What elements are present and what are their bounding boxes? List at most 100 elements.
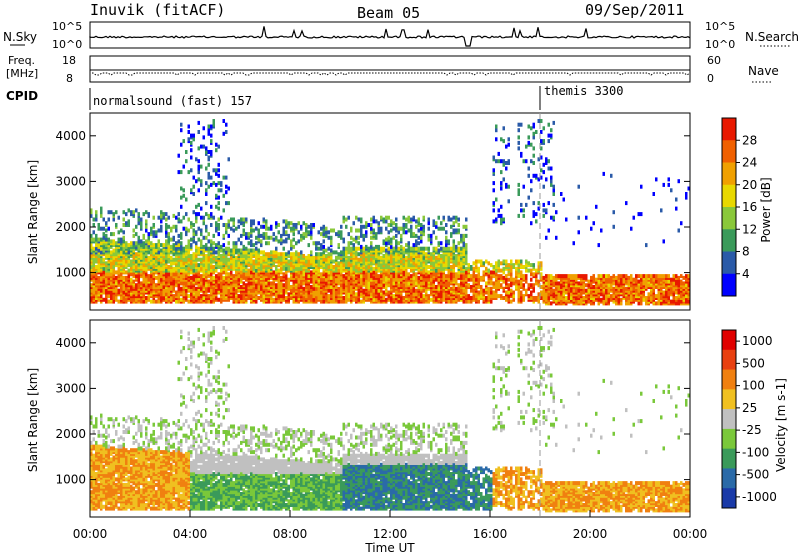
power-cell [172,294,175,299]
power-cell [320,296,323,300]
power-cell [187,170,190,175]
power-cell [170,268,173,273]
power-cell [392,257,395,262]
power-cell [507,290,510,295]
power-cell [420,230,423,235]
power-cell [437,286,440,291]
power-cell [260,233,263,238]
power-cell [182,188,185,193]
power-cell [367,290,370,295]
power-cell [455,228,458,233]
power-cell [152,215,155,220]
power-cell [305,274,308,279]
power-cell [162,243,165,248]
power-cell [377,244,380,249]
power-cell [127,246,130,251]
power-cell [232,241,235,246]
power-cell [307,254,310,258]
power-cell [312,223,315,227]
power-cell [240,221,243,226]
power-cell [525,279,528,284]
power-cell [362,252,365,257]
power-cell [160,243,163,248]
power-cell [137,283,140,288]
power-cell [540,146,543,151]
power-cell [232,259,235,264]
power-cell [170,244,173,249]
power-cell [340,230,343,235]
power-cell [457,241,460,246]
power-cell [525,274,528,279]
power-cell [285,296,288,300]
power-cell [372,285,375,289]
power-cell [157,228,160,233]
power-cell [340,224,343,229]
power-cell [385,226,388,231]
power-cell [117,248,120,253]
power-cell [215,221,218,226]
power-cell [547,228,550,233]
power-cell [465,288,468,293]
power-cell [125,283,128,288]
power-cell [225,250,228,255]
power-cell [167,272,170,277]
power-cell [537,283,540,288]
power-cell [397,230,400,235]
power-cell [462,241,465,246]
power-cell [370,244,373,249]
power-cell [457,246,460,251]
power-cell [397,288,400,293]
power-cell [257,261,260,266]
power-cell [157,274,160,279]
sky-right-tick-bottom: 10^0 [705,38,735,51]
power-cell [227,233,230,238]
nave-line [89,72,691,76]
power-cell [477,274,480,279]
power-cell [265,226,268,231]
power-cell [122,230,125,235]
power-cell [197,177,200,182]
power-cell [215,142,218,147]
power-cell [540,261,543,266]
power-cell [287,250,290,255]
power-cell [250,239,253,244]
power-cell [142,270,145,275]
power-cell [197,246,200,251]
power-cell [142,212,145,217]
power-cell [427,221,430,226]
power-cell [205,286,208,291]
power-cell [432,223,435,227]
power-cell [415,288,418,293]
power-cell [122,255,125,260]
power-cell [465,224,468,229]
power-cell [207,150,210,154]
power-cell [327,252,330,257]
power-cell [347,232,350,237]
power-cell [330,235,333,240]
sky-panel: N.Sky 10^5 10^0 10^5 10^0 N.Search [3,20,799,51]
power-cell [485,281,488,286]
power-cell [315,246,318,251]
power-cell [380,283,383,288]
power-cell [285,230,288,235]
power-cell [225,175,228,180]
power-cell [522,294,525,299]
power-cell [512,281,515,286]
power-cell [545,281,548,286]
power-cell [175,228,178,233]
power-cell [217,206,220,211]
power-cell [375,244,378,249]
power-cell [317,246,320,251]
power-cell [342,285,345,289]
power-cell [297,252,300,257]
power-cell [522,297,525,302]
power-cell [365,224,368,229]
power-cell [90,283,93,288]
power-cell [200,164,203,169]
power-cell [440,265,443,269]
power-cell [470,285,473,289]
power-cell [317,290,320,295]
power-cell [217,226,220,231]
power-cell [532,122,535,127]
power-cell [442,254,445,258]
